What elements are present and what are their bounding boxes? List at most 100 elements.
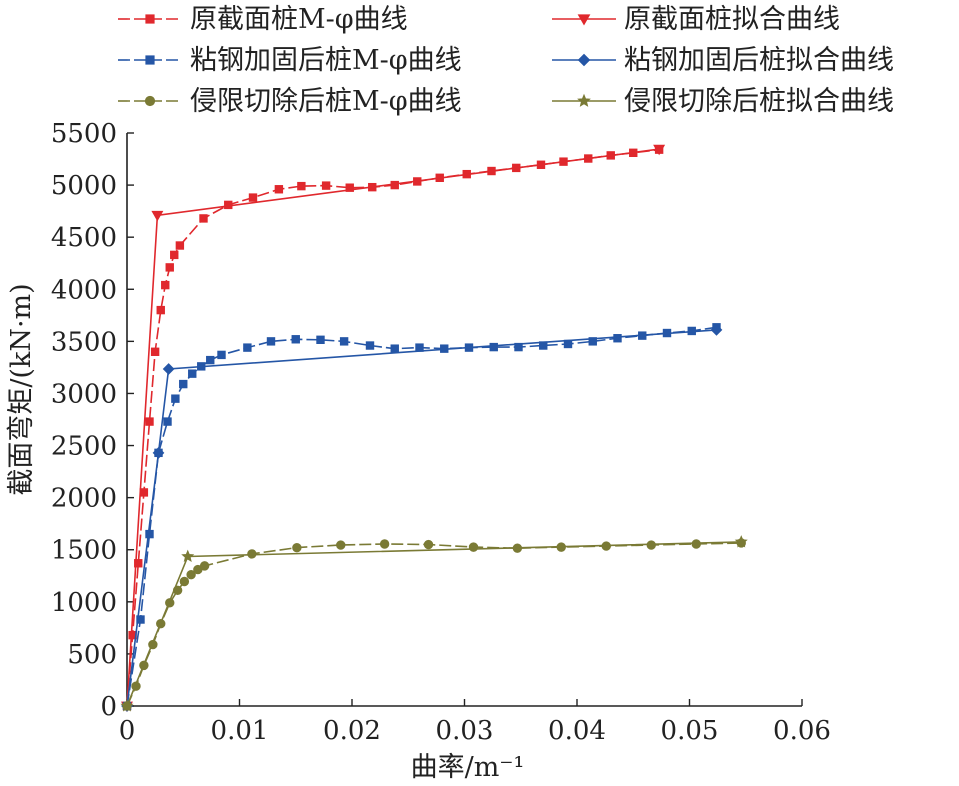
data-point: [163, 417, 172, 426]
y-axis-title: 截面弯矩/(kN·m): [6, 283, 37, 495]
data-point: [152, 446, 165, 459]
data-point: [316, 335, 325, 345]
y-tick-label: 500: [67, 640, 117, 670]
data-point: [179, 379, 188, 389]
series-line: [126, 148, 660, 707]
series-line: [126, 148, 660, 707]
data-point: [653, 144, 666, 156]
y-tick-label: 0: [100, 692, 117, 722]
y-ticks: 0 500 1000 1500 2000 2500 3000 3500 4000 4500 5000…: [51, 119, 134, 722]
data-point: [165, 263, 174, 272]
series-2: [121, 144, 666, 713]
legend-marker: [144, 95, 156, 107]
data-point: [613, 334, 622, 343]
data-point: [274, 185, 284, 194]
legend-marker: [145, 14, 155, 24]
data-point: [691, 539, 701, 549]
series-5: [122, 538, 746, 711]
data-point: [339, 337, 349, 346]
legend-marker: [577, 53, 591, 67]
series-line: [126, 326, 717, 707]
data-point: [199, 214, 208, 223]
plot-area: [120, 144, 748, 713]
data-point: [161, 280, 170, 290]
x-tick-label: 0: [119, 716, 136, 746]
x-ticks: 0 0.01 0.02 0.03 0.04 0.05 0.06: [119, 699, 831, 746]
series-line: [126, 542, 742, 707]
x-axis-title: 曲率/m⁻¹: [411, 752, 525, 783]
series-line: [126, 329, 717, 707]
data-point: [136, 615, 145, 624]
data-point: [365, 341, 375, 350]
legend-item: 原截面桩M-φ曲线: [118, 4, 408, 35]
data-point: [379, 539, 390, 549]
y-tick-label: 5500: [51, 119, 117, 149]
data-point: [243, 343, 252, 352]
data-point: [734, 535, 748, 548]
legend-label: 粘钢加固后桩M-φ曲线: [190, 45, 462, 76]
data-point: [266, 337, 276, 346]
y-tick-label: 1000: [51, 588, 117, 618]
data-point: [179, 576, 190, 587]
y-tick-label: 4000: [51, 275, 117, 305]
legend-item: 粘钢加固后桩M-φ曲线: [118, 45, 462, 76]
series-1: [122, 145, 664, 711]
data-point: [292, 542, 302, 553]
data-point: [423, 539, 434, 550]
data-point: [297, 181, 306, 191]
axes: 0 0.01 0.02 0.03 0.04 0.05 0.06 0 500 1000 1500 20…: [6, 119, 831, 783]
data-point: [217, 350, 226, 360]
data-point: [170, 250, 179, 260]
legend-marker: [145, 55, 155, 65]
y-tick-label: 5000: [51, 171, 117, 201]
data-point: [345, 183, 354, 192]
data-point: [186, 570, 196, 580]
data-point: [162, 363, 175, 375]
data-point: [188, 369, 197, 378]
series-6: [120, 535, 748, 712]
legend-marker: [577, 93, 591, 107]
legend-item: 粘钢加固后桩拟合曲线: [552, 45, 894, 76]
data-point: [248, 193, 258, 202]
data-point: [489, 342, 498, 352]
data-point: [390, 344, 399, 353]
data-point: [139, 488, 149, 497]
y-tick-label: 3000: [51, 379, 117, 409]
legend-item: 原截面桩拟合曲线: [552, 4, 840, 35]
legend-label: 粘钢加固后桩拟合曲线: [624, 45, 894, 76]
data-point: [468, 542, 479, 552]
series-line: [126, 541, 742, 707]
data-point: [175, 241, 185, 250]
data-point: [206, 355, 215, 365]
x-tick-label: 0.06: [773, 716, 831, 746]
x-tick-label: 0.01: [211, 716, 269, 746]
legend-item: 侵限切除后桩拟合曲线: [552, 86, 894, 117]
data-point: [134, 559, 143, 568]
data-point: [247, 549, 257, 559]
series-4: [121, 324, 723, 712]
data-point: [171, 394, 180, 403]
y-tick-label: 2000: [51, 484, 117, 514]
y-tick-label: 1500: [51, 536, 117, 566]
data-point: [120, 699, 134, 712]
series-3: [122, 323, 721, 711]
x-tick-label: 0.03: [436, 716, 494, 746]
data-point: [156, 305, 165, 315]
data-point: [150, 347, 160, 356]
x-tick-label: 0.05: [661, 716, 719, 746]
y-tick-label: 2500: [51, 432, 117, 462]
y-tick-label: 4500: [51, 223, 117, 253]
x-tick-label: 0.02: [323, 716, 381, 746]
data-point: [710, 324, 723, 336]
data-point: [145, 417, 154, 426]
legend-label: 原截面桩M-φ曲线: [190, 4, 408, 35]
data-point: [321, 181, 331, 190]
legend-label: 侵限切除后桩拟合曲线: [624, 86, 894, 117]
legend-label: 侵限切除后桩M-φ曲线: [190, 86, 462, 117]
legend-item: 侵限切除后桩M-φ曲线: [118, 86, 462, 117]
legend-marker: [577, 14, 591, 26]
data-point: [151, 210, 164, 222]
data-point: [291, 335, 300, 344]
